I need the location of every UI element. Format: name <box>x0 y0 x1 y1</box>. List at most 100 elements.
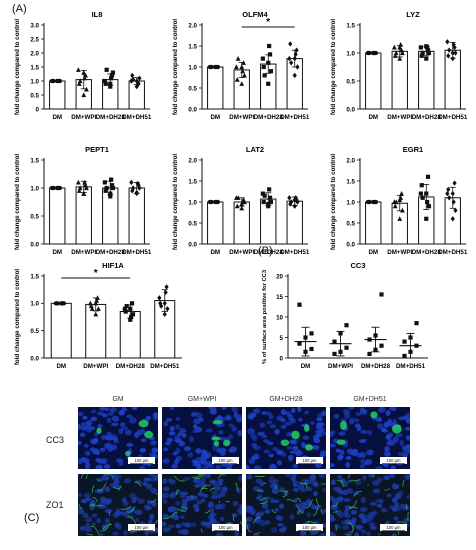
data-point <box>83 182 88 188</box>
nucleus <box>112 531 119 536</box>
data-point <box>131 76 136 83</box>
zo1-junction <box>120 505 132 510</box>
zo1-junction <box>171 512 178 519</box>
nucleus <box>151 447 158 453</box>
nucleus <box>196 463 202 469</box>
category-label: DM+WPI <box>387 114 412 121</box>
category-label: DM <box>210 249 220 256</box>
scalebar-label: 100 µm <box>134 525 149 530</box>
nucleus <box>335 448 341 453</box>
tile-content: 100 µm <box>162 407 242 469</box>
nucleus <box>271 526 278 533</box>
nucleus <box>385 520 391 525</box>
data-point <box>102 78 107 84</box>
data-point <box>268 199 274 205</box>
tile-content: 100 µm <box>162 474 242 536</box>
data-point <box>379 343 384 348</box>
nucleus <box>162 486 170 492</box>
data-point <box>81 191 87 196</box>
nucleus <box>182 476 191 481</box>
nucleus <box>91 522 96 527</box>
category-label: DM+DH28 <box>361 363 391 370</box>
nucleus <box>162 494 168 499</box>
nucleus <box>175 447 181 454</box>
chart-title: CC3 <box>350 261 365 270</box>
data-point <box>75 179 81 185</box>
data-point <box>402 339 407 344</box>
nucleus <box>310 421 315 425</box>
data-point <box>77 78 83 84</box>
nucleus <box>339 449 345 456</box>
nucleus <box>380 507 388 513</box>
nucleus <box>187 452 194 458</box>
nucleus <box>162 478 168 485</box>
nucleus <box>105 518 110 524</box>
nucleus <box>330 431 334 438</box>
data-point <box>292 55 297 62</box>
data-point <box>55 78 60 84</box>
data-point <box>446 53 451 59</box>
data-point <box>447 47 452 53</box>
y-axis-label: fold change compared to control <box>14 19 21 116</box>
nucleus <box>193 418 201 425</box>
nucleus <box>354 532 360 536</box>
nucleus <box>216 423 222 428</box>
zo1-junction <box>232 514 235 521</box>
nucleus <box>290 418 296 424</box>
data-point <box>162 300 167 307</box>
nucleus <box>322 509 326 513</box>
nucleus <box>211 491 219 495</box>
cc3-chart: CC3 % of surface area positive for CC3 0 5 1… <box>262 261 428 370</box>
nucleus <box>115 523 122 530</box>
data-point <box>425 199 430 205</box>
nucleus <box>168 479 176 485</box>
nucleus <box>313 520 320 525</box>
data-point <box>373 347 378 352</box>
y-axis-label: fold change compared to control <box>330 19 337 116</box>
nucleus <box>266 441 274 446</box>
nucleus <box>228 423 235 428</box>
nucleus <box>385 439 393 446</box>
y-tick-label: 2.0 <box>188 157 197 164</box>
nucleus <box>366 449 374 456</box>
nucleus <box>369 525 377 531</box>
data-point <box>426 204 432 209</box>
nucleus <box>264 519 271 525</box>
data-point <box>332 351 337 356</box>
nucleus <box>95 464 103 469</box>
nucleus <box>95 450 101 455</box>
nucleus <box>273 478 279 485</box>
category-label: DM+DH28 <box>116 363 146 370</box>
data-point <box>267 187 272 192</box>
nucleus <box>321 487 326 492</box>
nucleus <box>276 459 283 466</box>
nucleus <box>206 474 211 478</box>
data-point <box>82 75 88 81</box>
nucleus <box>221 407 227 411</box>
scalebar-label: 100 µm <box>134 458 149 463</box>
scalebar-label: 100 µm <box>218 525 233 530</box>
y-tick-label: 0.0 <box>188 106 197 113</box>
data-point <box>108 191 113 196</box>
cc3-signal <box>211 436 221 441</box>
nucleus <box>246 504 251 511</box>
data-point <box>157 295 162 301</box>
data-point <box>109 73 115 78</box>
y-tick-label: 1.0 <box>188 64 197 71</box>
y-tick-label: 2.0 <box>188 22 197 29</box>
nucleus <box>194 507 200 513</box>
nucleus <box>235 417 242 423</box>
nucleus <box>267 411 272 416</box>
nucleus <box>228 448 234 453</box>
nucleus <box>136 429 143 436</box>
nucleus <box>298 505 306 512</box>
data-point <box>420 50 425 56</box>
data-point <box>338 349 343 354</box>
nucleus <box>373 488 381 494</box>
nucleus <box>333 413 340 419</box>
nucleus <box>149 474 155 478</box>
micrograph-tile: 100 µm <box>78 474 158 536</box>
nucleus <box>261 503 269 509</box>
zo1-junction <box>108 511 111 516</box>
nucleus <box>219 417 228 421</box>
